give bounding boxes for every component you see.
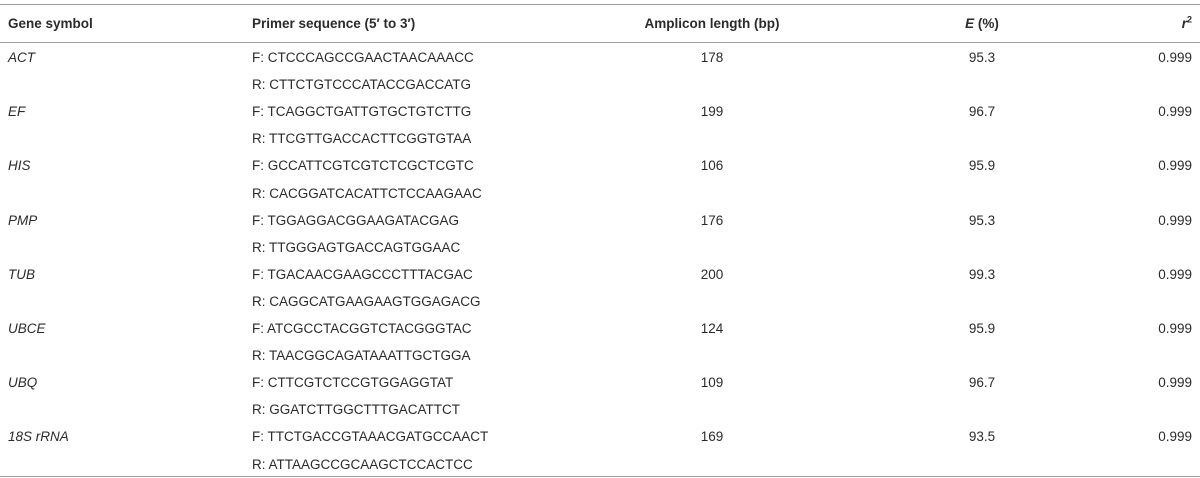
efficiency: 96.7 [968, 104, 996, 120]
top-rule [0, 4, 1200, 5]
gene-symbol: 18S rRNA [8, 429, 69, 445]
forward-primer: F: CTTCGTCTCCGTGGAGGTAT [252, 375, 454, 391]
r-squared: 0.999 [1158, 158, 1192, 174]
header-cell: Gene symbol [8, 16, 93, 31]
efficiency: 95.9 [968, 158, 996, 174]
header-symbol: E [965, 16, 975, 31]
forward-primer: F: TTCTGACCGTAAACGATGCCAACT [252, 429, 489, 445]
reverse-primer: R: CTTCTGTCCCATACCGACCATG [252, 77, 471, 93]
efficiency: 95.3 [968, 212, 996, 228]
reverse-primer: R: TTCGTTGACCACTTCGGTGTAA [252, 131, 472, 147]
bottom-rule [0, 476, 1200, 477]
amplicon-length: 176 [700, 212, 724, 228]
gene-symbol: UBQ [8, 375, 38, 391]
forward-primer: F: ATCGCCTACGGTCTACGGGTAC [252, 321, 472, 336]
amplicon-length: 124 [700, 321, 724, 336]
header-cell: Primer sequence (5′ to 3′) [252, 16, 416, 31]
header-cell: Amplicon length (bp) [644, 16, 780, 31]
reverse-primer: R: CAGGCATGAAGAAGTGGAGACG [252, 293, 481, 309]
header-rule [0, 42, 1200, 43]
r-squared: 0.999 [1158, 212, 1192, 228]
forward-primer: F: TGGAGGACGGAAGATACGAG [252, 212, 460, 228]
efficiency: 93.5 [968, 429, 996, 445]
reverse-primer: R: ATTAAGCCGCAAGCTCCACTCC [252, 456, 473, 472]
gene-symbol: UBCE [8, 321, 46, 336]
efficiency: 95.9 [968, 321, 996, 336]
reverse-primer: R: TAACGGCAGATAAATTGCTGGA [252, 348, 471, 364]
amplicon-length: 169 [700, 429, 724, 445]
r-squared: 0.999 [1158, 429, 1192, 445]
gene-symbol: TUB [8, 266, 35, 282]
r-squared: 0.999 [1158, 50, 1192, 65]
forward-primer: F: TGACAACGAAGCCCTTTACGAC [252, 266, 473, 282]
header-cell: r2 [1181, 14, 1192, 32]
forward-primer: F: CTCCCAGCCGAACTAACAAACC [252, 50, 474, 65]
amplicon-length: 109 [700, 375, 724, 391]
forward-primer: F: TCAGGCTGATTGTGCTGTCTTG [252, 104, 472, 120]
r-squared: 0.999 [1158, 321, 1192, 336]
amplicon-length: 200 [700, 266, 724, 282]
amplicon-length: 106 [700, 158, 724, 174]
header-symbol: r [1181, 16, 1187, 31]
reverse-primer: R: CACGGATCACATTCTCCAAGAAC [252, 185, 482, 201]
efficiency: 96.7 [968, 375, 996, 391]
forward-primer: F: GCCATTCGTCGTCTCGCTCGTC [252, 158, 474, 174]
efficiency: 99.3 [968, 266, 996, 282]
reverse-primer: R: GGATCTTGGCTTTGACATTCT [252, 402, 460, 418]
amplicon-length: 178 [700, 50, 724, 65]
header-superscript: 2 [1186, 14, 1192, 25]
r-squared: 0.999 [1158, 266, 1192, 282]
header-unit: (%) [977, 16, 999, 31]
gene-symbol: EF [8, 104, 26, 120]
gene-symbol: ACT [8, 50, 35, 65]
gene-symbol: HIS [8, 158, 31, 174]
header-cell: E (%) [965, 16, 999, 32]
amplicon-length: 199 [700, 104, 724, 120]
efficiency: 95.3 [968, 50, 996, 65]
reverse-primer: R: TTGGGAGTGACCAGTGGAAC [252, 239, 461, 255]
r-squared: 0.999 [1158, 375, 1192, 391]
gene-symbol: PMP [8, 212, 38, 228]
r-squared: 0.999 [1158, 104, 1192, 120]
